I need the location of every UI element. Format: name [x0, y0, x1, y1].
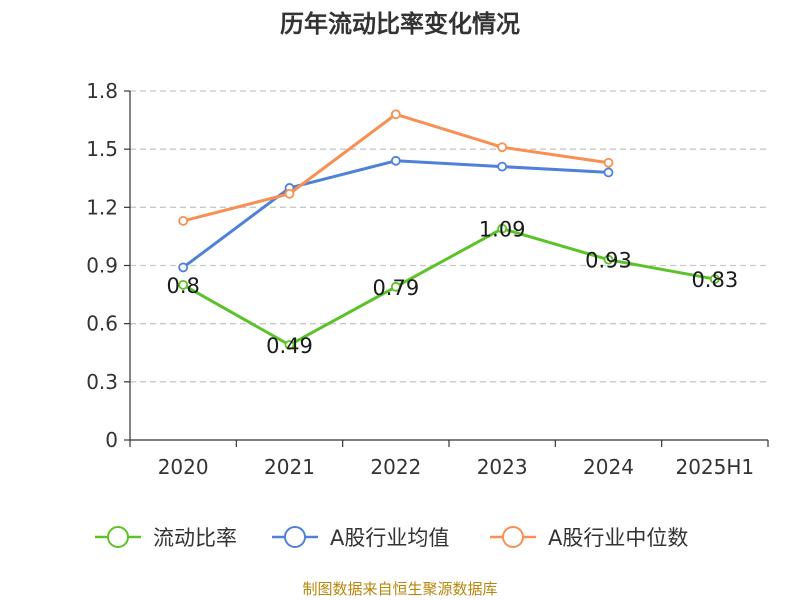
data-point[interactable]	[284, 340, 295, 350]
y-tick-label: 0.9	[86, 254, 118, 278]
source-note: 制图数据来自恒生聚源数据库	[302, 580, 497, 598]
chart-title: 历年流动比率变化情况	[280, 10, 520, 38]
data-point[interactable]	[178, 216, 189, 226]
data-point[interactable]	[178, 262, 189, 273]
series-layer	[178, 109, 720, 350]
data-point[interactable]	[390, 281, 401, 292]
legend-item[interactable]: A股行业中位数	[490, 526, 688, 550]
x-tick-label: 2020	[158, 455, 209, 479]
data-label: 1.09	[479, 218, 526, 242]
legend-marker	[502, 526, 524, 548]
legend-label: 流动比率	[153, 526, 237, 550]
legend-label: A股行业均值	[330, 526, 449, 550]
data-point[interactable]	[603, 157, 614, 168]
x-tick-label: 2023	[477, 455, 528, 479]
series-3	[178, 109, 614, 226]
data-point[interactable]	[284, 188, 295, 199]
gridlines	[130, 90, 768, 383]
data-point[interactable]	[497, 223, 508, 234]
data-point[interactable]	[390, 109, 401, 120]
x-tick-label: 2025H1	[675, 455, 754, 479]
data-point[interactable]	[178, 279, 189, 290]
x-tick-label: 2021	[264, 455, 315, 479]
series-2	[178, 155, 614, 273]
series-line	[182, 159, 609, 269]
legend-item[interactable]: 流动比率	[95, 526, 237, 550]
data-point[interactable]	[603, 254, 614, 265]
y-tick-label: 1.2	[86, 195, 118, 219]
legend-marker	[107, 526, 129, 548]
data-label: 0.83	[691, 268, 738, 292]
legend-item[interactable]: A股行业均值	[272, 526, 449, 550]
data-point[interactable]	[390, 155, 401, 166]
data-point[interactable]	[603, 167, 614, 178]
legend-marker	[284, 526, 306, 548]
legend-label: A股行业中位数	[548, 526, 688, 550]
y-tick-label: 1.5	[86, 137, 118, 161]
y-tick-label: 1.8	[86, 79, 118, 103]
y-tick-label: 0.3	[86, 370, 118, 394]
legend: 流动比率 A股行业均值 A股行业中位数	[95, 526, 688, 550]
data-label: 0.49	[266, 334, 313, 358]
data-point[interactable]	[497, 161, 508, 172]
data-label: 0.79	[372, 276, 419, 300]
series-1	[178, 223, 720, 350]
axes: 0 0.3 0.6 0.9 1.2 1.5 1.8 2020 2021 2022 2023 2024 2…	[86, 79, 769, 479]
series-line	[182, 227, 716, 347]
x-tick-label: 2022	[370, 455, 421, 479]
data-label: 0.93	[585, 249, 632, 273]
data-point[interactable]	[497, 142, 508, 153]
x-tick-label: 2024	[583, 455, 634, 479]
data-label: 0.8	[166, 274, 199, 298]
y-tick-label: 0.6	[86, 312, 118, 336]
data-point[interactable]	[709, 274, 720, 284]
data-labels: 0.8 0.49 0.79 1.09 0.93 0.83	[166, 218, 738, 358]
y-tick-label: 0	[105, 428, 118, 452]
